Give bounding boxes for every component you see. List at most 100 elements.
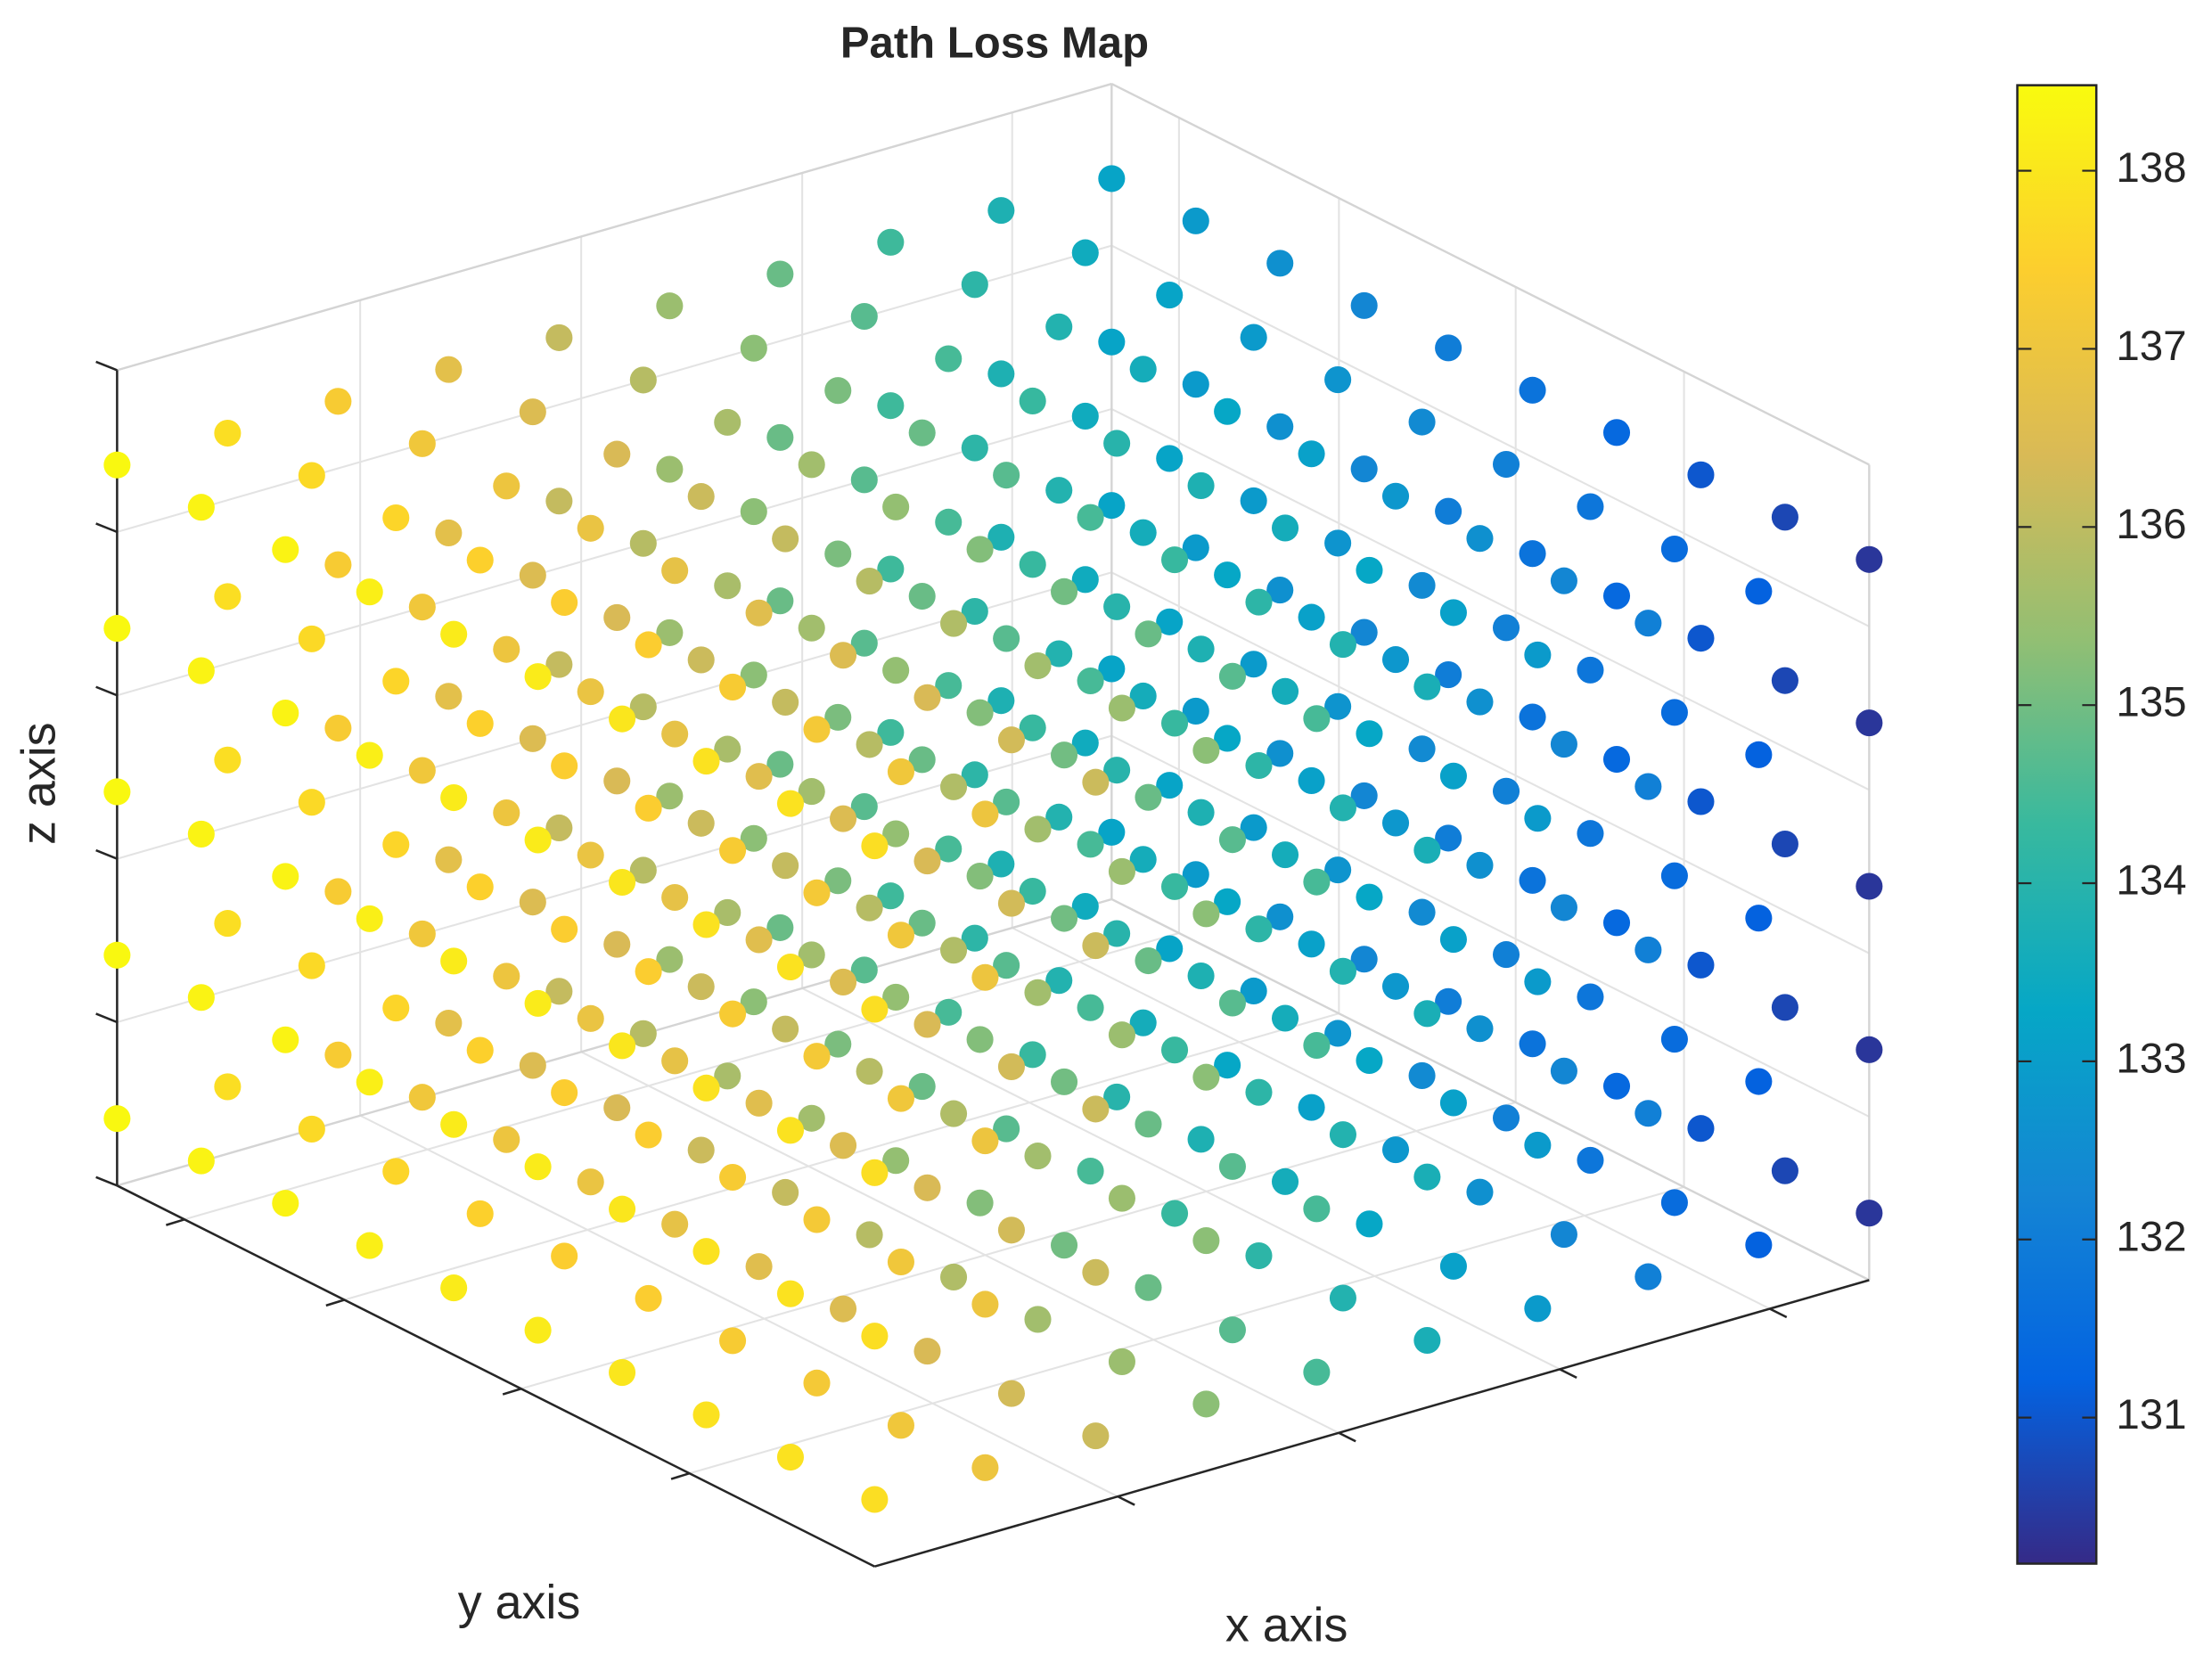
point: [987, 360, 1015, 388]
point: [1466, 851, 1494, 879]
point: [1356, 883, 1383, 911]
point: [1160, 546, 1189, 574]
point: [803, 716, 831, 743]
z-tick: [95, 360, 118, 372]
point: [714, 898, 741, 926]
point: [961, 434, 988, 462]
point: [861, 832, 889, 860]
point: [1187, 962, 1215, 990]
point: [545, 651, 573, 678]
point: [856, 731, 883, 758]
point: [887, 1412, 914, 1439]
point: [1245, 588, 1273, 616]
point: [856, 894, 883, 922]
point: [1077, 1158, 1104, 1185]
point: [551, 1242, 578, 1270]
point: [940, 610, 968, 637]
point: [103, 778, 131, 806]
point: [1634, 1263, 1662, 1290]
point: [856, 1221, 883, 1249]
colorbar: [2016, 84, 2098, 1565]
point: [603, 603, 631, 631]
point: [687, 809, 715, 837]
point: [1524, 641, 1552, 668]
colorbar-tick-label: 138: [2116, 144, 2186, 192]
point: [629, 366, 657, 394]
point: [272, 700, 299, 727]
point: [745, 1253, 773, 1281]
point: [656, 782, 684, 810]
point: [603, 767, 631, 795]
point: [435, 846, 463, 873]
point: [1071, 566, 1099, 594]
point: [1324, 692, 1352, 720]
point: [803, 1206, 831, 1233]
point: [772, 688, 799, 716]
point: [861, 995, 889, 1023]
x-tick: [1338, 1431, 1356, 1443]
point: [993, 952, 1020, 979]
point: [1098, 818, 1126, 846]
point: [1413, 673, 1441, 700]
point: [1660, 1026, 1688, 1053]
point: [661, 1210, 689, 1238]
point: [1771, 504, 1798, 531]
point: [524, 826, 552, 854]
point: [856, 568, 883, 595]
point: [382, 668, 410, 695]
point: [1160, 1200, 1189, 1227]
point: [1439, 1089, 1467, 1117]
point: [740, 334, 767, 362]
point: [1550, 567, 1577, 594]
point: [1634, 773, 1662, 800]
point: [1524, 1131, 1552, 1159]
point: [1187, 635, 1215, 663]
z-axis-label: z axis: [12, 722, 66, 845]
point: [908, 419, 936, 446]
point: [714, 1062, 741, 1090]
point: [1550, 731, 1577, 758]
point: [356, 1232, 383, 1259]
point: [1577, 820, 1604, 848]
point: [1156, 282, 1184, 309]
point: [798, 941, 825, 969]
point: [882, 820, 910, 848]
point: [882, 493, 910, 520]
point: [1019, 551, 1046, 578]
point: [609, 1195, 636, 1223]
point: [1024, 1143, 1052, 1170]
point: [1156, 772, 1184, 799]
point: [1634, 610, 1662, 637]
point: [1218, 989, 1246, 1017]
colorbar-tick-label: 132: [2116, 1213, 2186, 1260]
point: [603, 1094, 631, 1122]
point: [745, 763, 773, 791]
point: [1439, 1252, 1467, 1280]
point: [993, 1115, 1020, 1143]
point: [545, 324, 573, 351]
colorbar-tick-label: 135: [2116, 679, 2186, 726]
point: [1245, 1078, 1273, 1106]
point: [1271, 841, 1299, 869]
point: [1324, 856, 1352, 884]
point: [661, 720, 689, 748]
point: [1356, 556, 1383, 584]
point: [772, 852, 799, 880]
point: [1413, 1000, 1441, 1028]
point: [877, 882, 905, 910]
point: [1413, 1163, 1441, 1191]
point: [1356, 1210, 1383, 1238]
point: [1550, 1221, 1577, 1249]
point: [1577, 983, 1604, 1011]
point: [440, 1110, 468, 1138]
point: [1129, 682, 1157, 710]
point: [1771, 830, 1798, 858]
point: [609, 1359, 636, 1387]
point: [1745, 578, 1773, 605]
point: [1435, 824, 1462, 852]
point: [1129, 356, 1157, 383]
point: [1240, 814, 1267, 841]
point: [1303, 1031, 1331, 1060]
point: [877, 718, 905, 746]
point: [1182, 697, 1209, 725]
